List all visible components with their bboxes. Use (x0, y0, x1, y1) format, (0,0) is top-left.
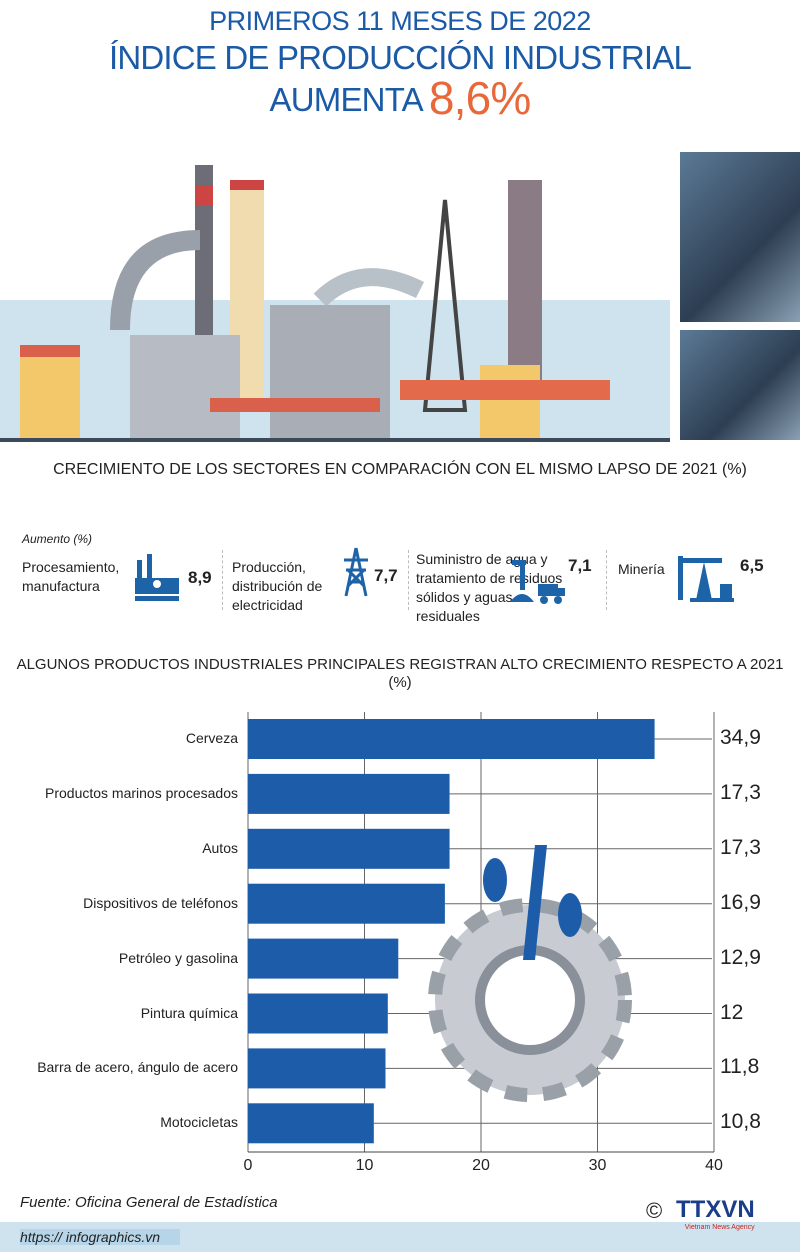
value-label: 11,8 (720, 1055, 760, 1079)
sector-value: 7,1 (568, 556, 592, 575)
bar (248, 993, 388, 1034)
value-label: 12 (720, 1000, 744, 1024)
value-label: 17,3 (720, 835, 761, 859)
source-note: Fuente: Oficina General de Estadística (20, 1194, 278, 1211)
divider (408, 550, 409, 610)
percent-icon (483, 845, 582, 960)
bar (248, 828, 450, 869)
oil-pump-icon (678, 556, 734, 602)
sector-value: 8,9 (188, 568, 212, 587)
bar (248, 938, 399, 979)
logo-subtitle: Vietnam News Agency (684, 1224, 755, 1231)
bar-chart (247, 712, 715, 1153)
category-label: Autos (202, 839, 238, 856)
headline-main: ÍNDICE DE PRODUCCIÓN INDUSTRIAL AUMENTA 8… (8, 38, 792, 121)
power-tower-icon (344, 547, 368, 597)
bar (248, 883, 445, 924)
headline-percent: 8,6% (428, 72, 531, 124)
sector-label: Procesamiento, manufactura (22, 559, 120, 594)
sectors-legend: Aumento (%) (22, 532, 93, 546)
chart-title: ALGUNOS PRODUCTOS INDUSTRIALES PRINCIPAL… (16, 656, 784, 691)
headline-text: ÍNDICE DE PRODUCCIÓN INDUSTRIAL AUMENTA (108, 39, 692, 118)
photo-electric-substation (680, 152, 800, 322)
bar (248, 773, 450, 814)
category-label: Petróleo y gasolina (118, 949, 238, 966)
factory-icon (135, 554, 179, 601)
value-label: 10,8 (720, 1110, 761, 1134)
footer-url[interactable]: https:// infographics.vn (20, 1229, 181, 1245)
value-label: 12,9 (720, 945, 761, 969)
category-label: Productos marinos procesados (45, 784, 238, 801)
gear-hole (475, 945, 585, 1055)
industrial-plant-illustration (0, 165, 670, 442)
ttxvn-logo: TTXVN Vietnam News Agency (676, 1196, 755, 1231)
photo-factory-workers (680, 330, 800, 440)
sector-label: Minería (618, 561, 665, 577)
sector-label: Producción, distribución de electricidad (232, 559, 323, 613)
x-tick-label: 40 (705, 1157, 723, 1174)
bar (248, 719, 655, 759)
divider (222, 550, 223, 610)
logo-text: TTXVN (676, 1196, 755, 1223)
category-label: Pintura química (140, 1004, 238, 1021)
percent-glyph-part (558, 893, 582, 937)
value-label: 16,9 (720, 890, 761, 914)
divider (606, 550, 607, 610)
value-label: 17,3 (720, 780, 761, 804)
sector-value: 6,5 (740, 556, 764, 575)
x-tick-label: 20 (472, 1157, 490, 1174)
x-tick-label: 10 (355, 1157, 374, 1174)
category-label: Dispositivos de teléfonos (83, 894, 238, 911)
category-label: Motocicletas (160, 1114, 238, 1131)
category-label: Cerveza (185, 730, 238, 746)
bar (248, 1103, 374, 1144)
percent-glyph-part (523, 845, 547, 960)
x-tick-label: 0 (243, 1157, 253, 1174)
percent-glyph-part (483, 858, 507, 902)
sector-value: 7,7 (374, 566, 398, 585)
water-tap-truck-icon (510, 560, 565, 604)
copyright-symbol: © (646, 1198, 663, 1223)
value-label: 34,9 (720, 726, 761, 749)
x-tick-label: 30 (588, 1157, 607, 1174)
bar (248, 1048, 386, 1089)
category-label: Barra de acero, ángulo de acero (37, 1059, 238, 1076)
sectors-title: CRECIMIENTO DE LOS SECTORES EN COMPARACI… (53, 461, 747, 478)
headline-period: PRIMEROS 11 MESES DE 2022 (209, 6, 591, 36)
